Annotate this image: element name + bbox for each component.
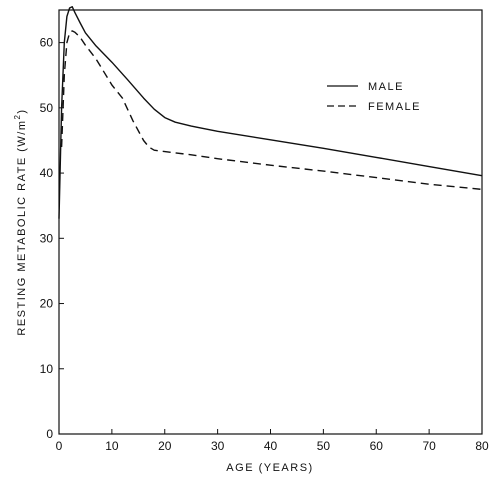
series-line-male: [58, 5, 483, 219]
y-axis-label: RESTING METABOLIC RATE (W/m2): [13, 108, 28, 335]
y-tick-label-0: 0: [46, 427, 53, 441]
series-lines: [58, 5, 483, 219]
x-axis: 0 10 20 30 40 50 60 70 80: [56, 429, 489, 453]
y-tick-label-50: 50: [40, 101, 54, 115]
y-axis-label-main: RESTING METABOLIC RATE (W/m: [16, 120, 28, 336]
legend-label-female: FEMALE: [368, 101, 421, 113]
x-tick-label-30: 30: [211, 439, 225, 453]
x-axis-label: AGE (YEARS): [226, 462, 313, 474]
y-tick-label-40: 40: [40, 166, 54, 180]
x-tick-label-20: 20: [158, 439, 172, 453]
legend: MALE FEMALE: [327, 81, 421, 113]
x-tick-label-70: 70: [422, 439, 436, 453]
x-tick-label-40: 40: [264, 439, 278, 453]
x-tick-label-60: 60: [370, 439, 384, 453]
y-tick-label-30: 30: [40, 231, 54, 245]
y-axis-label-sup: 2: [13, 114, 22, 120]
y-tick-label-20: 20: [40, 297, 54, 311]
series-line-female: [60, 30, 483, 191]
y-axis: 0 10 20 30 40 50 60: [40, 36, 64, 441]
x-tick-label-80: 80: [475, 439, 489, 453]
y-axis-label-end: ): [16, 108, 28, 113]
y-tick-label-60: 60: [40, 36, 54, 50]
legend-label-male: MALE: [368, 81, 404, 93]
x-tick-label-50: 50: [317, 439, 331, 453]
x-tick-label-10: 10: [105, 439, 119, 453]
y-tick-label-10: 10: [40, 362, 54, 376]
x-tick-label-0: 0: [56, 439, 63, 453]
